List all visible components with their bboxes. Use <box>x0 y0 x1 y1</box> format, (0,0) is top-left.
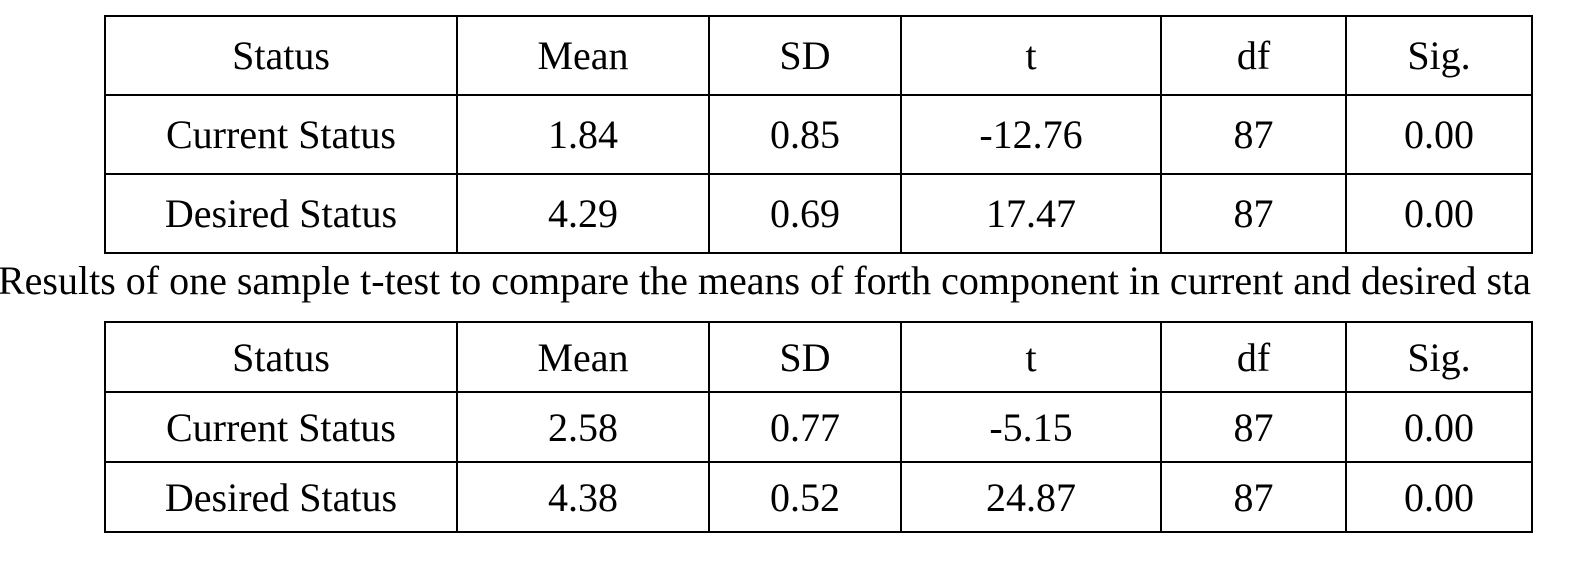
data-cell: 0.85 <box>708 94 902 175</box>
data-cell: 2.58 <box>456 391 710 463</box>
header-cell: Status <box>104 321 458 393</box>
data-cell: 87 <box>1160 461 1347 533</box>
results-table: Status Mean SD t df Sig. Current Status 1.84 0.8… <box>104 15 1533 254</box>
header-cell: Status <box>104 15 458 96</box>
data-cell: 4.38 <box>456 461 710 533</box>
data-cell: 0.00 <box>1345 391 1533 463</box>
header-cell: Sig. <box>1345 321 1533 393</box>
data-cell: Desired Status <box>104 461 458 533</box>
header-cell: t <box>900 321 1162 393</box>
data-cell: 87 <box>1160 173 1347 254</box>
data-cell: Current Status <box>104 94 458 175</box>
data-row: Current Status 2.58 0.77 -5.15 87 0.00 <box>104 391 1533 463</box>
table-caption: Results of one sample t-test to compare … <box>0 258 1531 303</box>
data-cell: 0.69 <box>708 173 902 254</box>
header-row: Status Mean SD t df Sig. <box>104 15 1533 96</box>
header-cell: SD <box>708 321 902 393</box>
header-cell: df <box>1160 15 1347 96</box>
data-cell: 17.47 <box>900 173 1162 254</box>
data-cell: 0.00 <box>1345 94 1533 175</box>
header-cell: Mean <box>456 15 710 96</box>
data-cell: 0.52 <box>708 461 902 533</box>
data-cell: 0.77 <box>708 391 902 463</box>
table-body: Status Mean SD t df Sig. Current Status 1.84 0.8… <box>104 15 1533 254</box>
data-row: Desired Status 4.29 0.69 17.47 87 0.00 <box>104 173 1533 254</box>
data-cell: 87 <box>1160 94 1347 175</box>
header-cell: df <box>1160 321 1347 393</box>
data-cell: Current Status <box>104 391 458 463</box>
data-row: Current Status 1.84 0.85 -12.76 87 0.00 <box>104 94 1533 175</box>
header-cell: SD <box>708 15 902 96</box>
data-cell: -5.15 <box>900 391 1162 463</box>
data-cell: 0.00 <box>1345 461 1533 533</box>
data-cell: 1.84 <box>456 94 710 175</box>
data-cell: 24.87 <box>900 461 1162 533</box>
results-table: Status Mean SD t df Sig. Current Status 2.58 0.7… <box>104 321 1533 533</box>
header-cell: Sig. <box>1345 15 1533 96</box>
data-cell: -12.76 <box>900 94 1162 175</box>
header-row: Status Mean SD t df Sig. <box>104 321 1533 393</box>
data-row: Desired Status 4.38 0.52 24.87 87 0.00 <box>104 461 1533 533</box>
data-cell: 0.00 <box>1345 173 1533 254</box>
header-cell: t <box>900 15 1162 96</box>
header-cell: Mean <box>456 321 710 393</box>
table-body: Status Mean SD t df Sig. Current Status 2.58 0.7… <box>104 321 1533 533</box>
data-cell: 87 <box>1160 391 1347 463</box>
data-cell: 4.29 <box>456 173 710 254</box>
data-cell: Desired Status <box>104 173 458 254</box>
